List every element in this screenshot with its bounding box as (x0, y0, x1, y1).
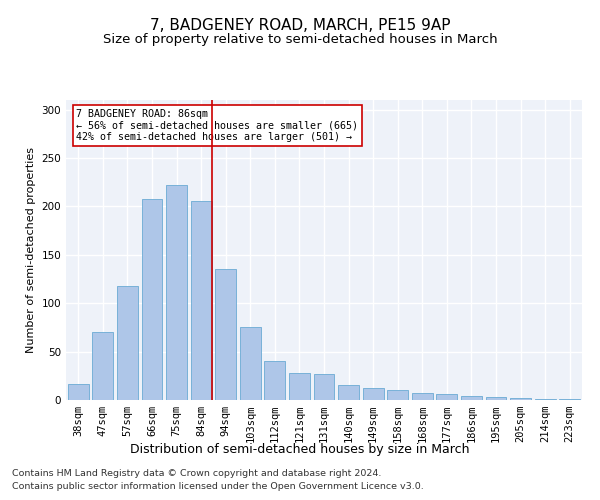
Text: 7 BADGENEY ROAD: 86sqm
← 56% of semi-detached houses are smaller (665)
42% of se: 7 BADGENEY ROAD: 86sqm ← 56% of semi-det… (76, 109, 358, 142)
Bar (535, 399, 556, 400)
Text: Distribution of semi-detached houses by size in March: Distribution of semi-detached houses by … (130, 442, 470, 456)
Bar (559, 399, 580, 400)
Bar (240, 328, 261, 400)
Text: Contains public sector information licensed under the Open Government Licence v3: Contains public sector information licen… (12, 482, 424, 491)
Bar (510, 398, 531, 400)
Bar (436, 394, 457, 400)
Text: Contains HM Land Registry data © Crown copyright and database right 2024.: Contains HM Land Registry data © Crown c… (12, 468, 382, 477)
Bar (387, 390, 408, 400)
Bar (215, 270, 236, 400)
Bar (362, 388, 383, 400)
Bar (461, 396, 482, 400)
Bar (166, 185, 187, 400)
Text: Size of property relative to semi-detached houses in March: Size of property relative to semi-detach… (103, 32, 497, 46)
Bar (289, 373, 310, 400)
Bar (338, 386, 359, 400)
Bar (191, 200, 212, 400)
Bar (68, 384, 89, 400)
Bar (117, 286, 138, 400)
Bar (92, 332, 113, 400)
Bar (485, 397, 506, 400)
Bar (265, 362, 286, 400)
Text: 7, BADGENEY ROAD, MARCH, PE15 9AP: 7, BADGENEY ROAD, MARCH, PE15 9AP (150, 18, 450, 32)
Bar (142, 198, 163, 400)
Bar (412, 393, 433, 400)
Bar (314, 374, 334, 400)
Y-axis label: Number of semi-detached properties: Number of semi-detached properties (26, 147, 36, 353)
